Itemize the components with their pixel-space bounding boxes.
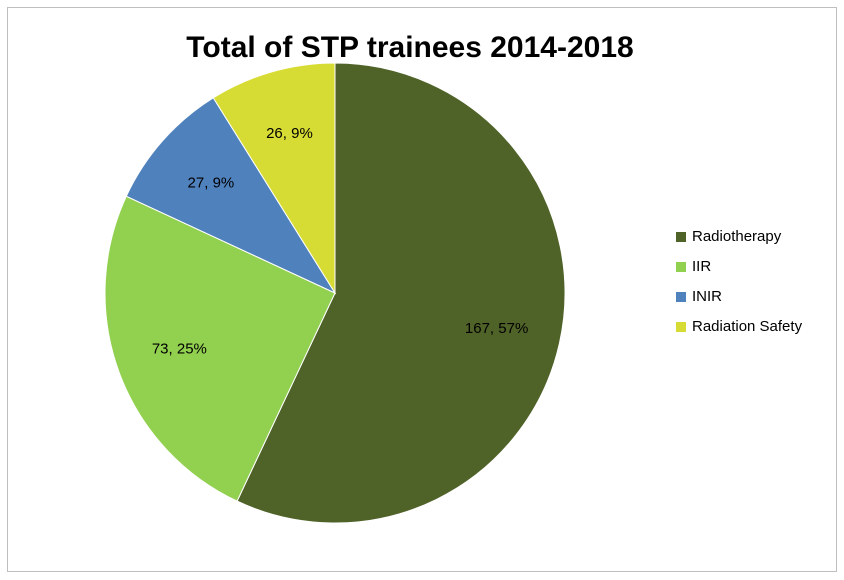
pie-slice <box>212 62 336 295</box>
data-label: 27, 9% <box>188 174 235 191</box>
legend-swatch <box>676 232 686 242</box>
legend-swatch <box>676 292 686 302</box>
data-label: 73, 25% <box>152 341 207 358</box>
data-label: 167, 57% <box>465 320 528 337</box>
pie-slice <box>125 97 337 295</box>
legend-label: IIR <box>692 258 711 275</box>
legend-label: Radiotherapy <box>692 228 782 245</box>
legend-label: INIR <box>692 288 722 305</box>
data-label: 26, 9% <box>266 125 313 142</box>
legend-swatch <box>676 262 686 272</box>
legend-label: Radiation Safety <box>692 318 803 335</box>
legend-swatch <box>676 322 686 332</box>
pie-slice <box>104 195 336 502</box>
pie-slice <box>236 62 566 524</box>
chart-title: Total of STP trainees 2014-2018 <box>186 31 633 64</box>
